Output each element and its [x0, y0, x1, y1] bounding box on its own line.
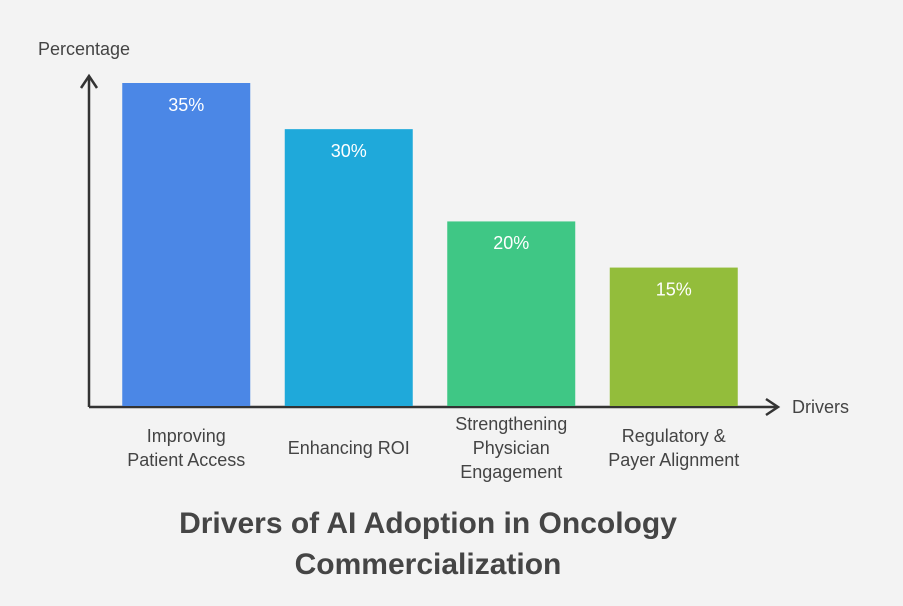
value-label: 35% — [168, 95, 204, 115]
bar — [122, 83, 251, 406]
y-axis-label: Percentage — [38, 39, 130, 59]
bar — [284, 129, 413, 406]
bar — [447, 221, 576, 406]
y-arrow — [79, 73, 99, 89]
chart-title: Drivers of AI Adoption in Oncology Comme… — [179, 507, 677, 581]
x-arrow — [765, 397, 781, 417]
x-tick-label: Regulatory & Payer Alignment — [608, 426, 740, 470]
value-label: 15% — [656, 279, 692, 299]
bar — [609, 267, 738, 406]
x-tick-label: Strengthening Physician Engagement — [455, 414, 568, 482]
value-label: 20% — [493, 233, 529, 253]
value-label: 30% — [331, 141, 367, 161]
x-tick-label: Enhancing ROI — [287, 438, 410, 458]
x-tick-label: Improving Patient Access — [127, 426, 246, 470]
x-axis-label: Drivers — [792, 397, 849, 417]
